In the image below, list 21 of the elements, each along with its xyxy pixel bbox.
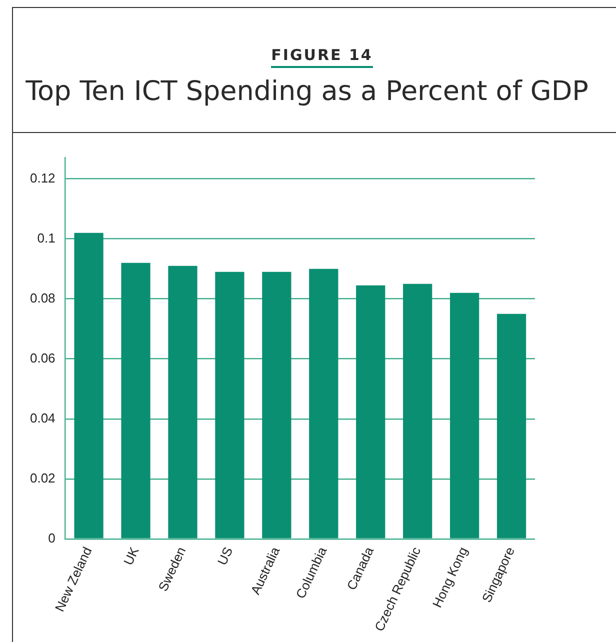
bar (168, 266, 198, 538)
y-tick-label: 0.02 (30, 470, 56, 486)
bar (262, 272, 292, 538)
bar (356, 285, 386, 538)
chart-title: Top Ten ICT Spending as a Percent of GDP (24, 76, 590, 107)
y-tick-label: 0 (48, 530, 56, 546)
bar (74, 232, 104, 538)
bar (496, 314, 526, 538)
y-tick-label: 0.1 (37, 230, 56, 246)
x-tick-label: UK (120, 544, 142, 568)
y-tick-label: 0.12 (30, 170, 56, 186)
caption: FIGURE 14 (271, 46, 373, 68)
bar (403, 284, 432, 538)
y-tick-label: 0.06 (30, 350, 56, 366)
y-tick-label: 0.08 (30, 290, 56, 306)
bar (309, 268, 338, 538)
y-tick-label: 0.04 (30, 410, 56, 426)
bar (450, 292, 480, 538)
bar (215, 272, 244, 538)
x-tick-label: US (214, 544, 236, 568)
bar (121, 262, 150, 538)
